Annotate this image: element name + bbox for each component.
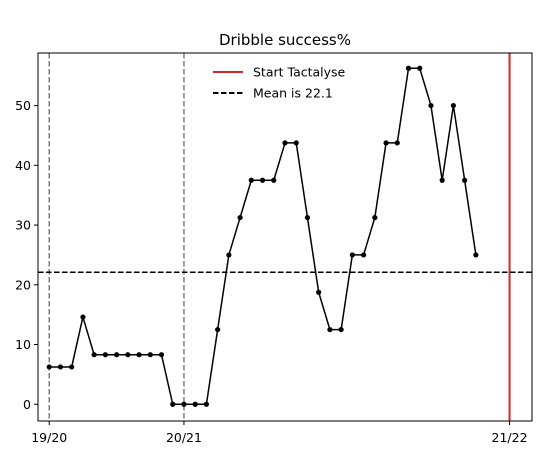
data-point xyxy=(237,214,243,221)
data-point xyxy=(383,140,389,146)
data-point xyxy=(136,352,142,358)
data-point xyxy=(125,352,131,358)
data-point xyxy=(394,140,400,146)
y-tick-label: 40 xyxy=(15,158,31,173)
data-point xyxy=(360,252,367,258)
data-point xyxy=(473,252,479,258)
data-point xyxy=(316,289,322,295)
data-point xyxy=(80,314,86,320)
x-tick-label: 20/21 xyxy=(166,430,202,445)
x-tick-label: 21/22 xyxy=(492,430,528,445)
data-point xyxy=(417,65,423,71)
vertical-reference-lines xyxy=(48,53,511,421)
legend-label: Start Tactalyse xyxy=(253,65,346,80)
data-point xyxy=(46,364,52,370)
data-point xyxy=(57,364,64,370)
data-point xyxy=(439,177,445,183)
data-point xyxy=(428,102,434,109)
y-tick-label: 0 xyxy=(23,397,31,412)
data-point xyxy=(91,352,97,358)
data-point xyxy=(282,140,288,146)
data-point xyxy=(327,326,333,333)
y-tick-label: 30 xyxy=(15,218,31,233)
data-point xyxy=(113,352,120,358)
data-point xyxy=(226,252,232,258)
plot-frame xyxy=(37,52,533,422)
data-point xyxy=(215,326,221,333)
data-point xyxy=(293,140,299,146)
series-group xyxy=(46,65,479,407)
y-tick-label: 10 xyxy=(15,337,31,352)
data-point xyxy=(158,352,165,358)
legend: Start Tactalyse Mean is 22.1 xyxy=(213,65,346,101)
data-point xyxy=(248,177,254,183)
data-point xyxy=(372,214,378,221)
x-tick-label: 19/20 xyxy=(31,430,67,445)
data-point xyxy=(192,401,198,407)
data-point xyxy=(259,177,266,183)
data-point xyxy=(338,326,344,333)
data-point xyxy=(170,401,176,407)
y-tick-label: 50 xyxy=(15,98,31,113)
data-point xyxy=(181,401,187,407)
legend-label: Mean is 22.1 xyxy=(253,86,333,101)
y-tick-label: 20 xyxy=(15,277,31,292)
data-point xyxy=(203,401,210,407)
data-point xyxy=(102,352,108,358)
data-point xyxy=(304,214,311,221)
data-point xyxy=(462,177,468,183)
data-point xyxy=(69,364,75,370)
data-point xyxy=(271,177,277,183)
chart-title: Dribble success% xyxy=(219,31,351,49)
data-point xyxy=(405,65,412,71)
data-point xyxy=(349,252,355,258)
axes: 0 10 20 30 40 50 19/20 20/21 21/22 xyxy=(15,52,533,445)
data-point xyxy=(450,102,457,109)
series-line xyxy=(49,67,477,406)
data-point xyxy=(147,352,153,358)
